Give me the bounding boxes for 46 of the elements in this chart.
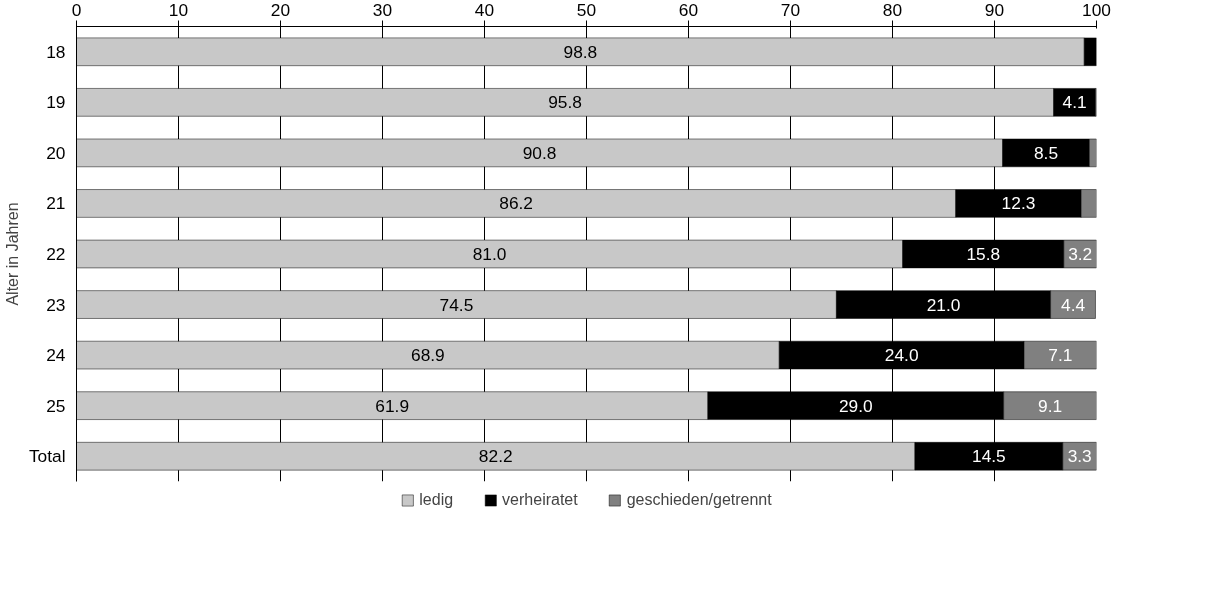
data-label: 14.5 xyxy=(972,446,1006,467)
y-tick-label: 19 xyxy=(46,92,66,113)
data-label: 29.0 xyxy=(838,395,873,416)
y-tick-label: 22 xyxy=(46,244,66,264)
legend-label: geschieden/getrennt xyxy=(626,491,772,509)
data-label: 9.1 xyxy=(1038,395,1063,416)
data-label: 21.0 xyxy=(926,294,961,315)
y-tick-label: 20 xyxy=(46,142,66,163)
data-label: 98.8 xyxy=(563,41,598,62)
y-tick-label: 21 xyxy=(46,193,66,214)
x-tick-label: 20 xyxy=(270,0,291,20)
data-label: 4.1 xyxy=(1062,92,1087,113)
x-tick-label: 100 xyxy=(1082,0,1111,20)
y-tick-label: Total xyxy=(28,446,66,467)
data-label: 15.8 xyxy=(966,244,1001,264)
data-label: 3.3 xyxy=(1067,446,1092,467)
data-label: 95.8 xyxy=(548,92,582,113)
data-label: 3.2 xyxy=(1068,244,1093,264)
data-label: 12.3 xyxy=(1001,193,1036,214)
x-tick-label: 30 xyxy=(372,0,393,20)
data-label: 24.0 xyxy=(884,345,919,366)
y-tick-label: 25 xyxy=(46,395,66,416)
legend-label: ledig xyxy=(419,491,454,509)
data-label: 8.5 xyxy=(1033,142,1059,163)
data-label: 7.1 xyxy=(1048,345,1073,366)
x-tick-label: 40 xyxy=(474,0,495,20)
data-label: 61.9 xyxy=(375,395,410,416)
data-label: 90.8 xyxy=(522,142,557,163)
x-tick-label: 10 xyxy=(168,0,189,20)
data-label: 68.9 xyxy=(411,345,445,366)
y-axis-title: Alter in Jahren xyxy=(3,202,21,306)
x-tick-label: 50 xyxy=(576,0,597,20)
x-tick-label: 60 xyxy=(678,0,699,20)
data-label: 86.2 xyxy=(499,193,533,214)
legend-label: verheiratet xyxy=(502,491,578,509)
data-label: 81.0 xyxy=(472,244,507,264)
data-label: 82.2 xyxy=(478,446,513,467)
data-label: 74.5 xyxy=(439,294,474,315)
x-tick-label: 90 xyxy=(984,0,1005,20)
y-tick-label: 24 xyxy=(46,345,66,366)
y-tick-label: 18 xyxy=(46,41,66,62)
x-tick-label: 0 xyxy=(71,0,82,20)
x-tick-label: 80 xyxy=(882,0,903,20)
data-label: 4.4 xyxy=(1061,294,1086,315)
x-tick-label: 70 xyxy=(780,0,801,20)
y-tick-label: 23 xyxy=(46,294,66,315)
